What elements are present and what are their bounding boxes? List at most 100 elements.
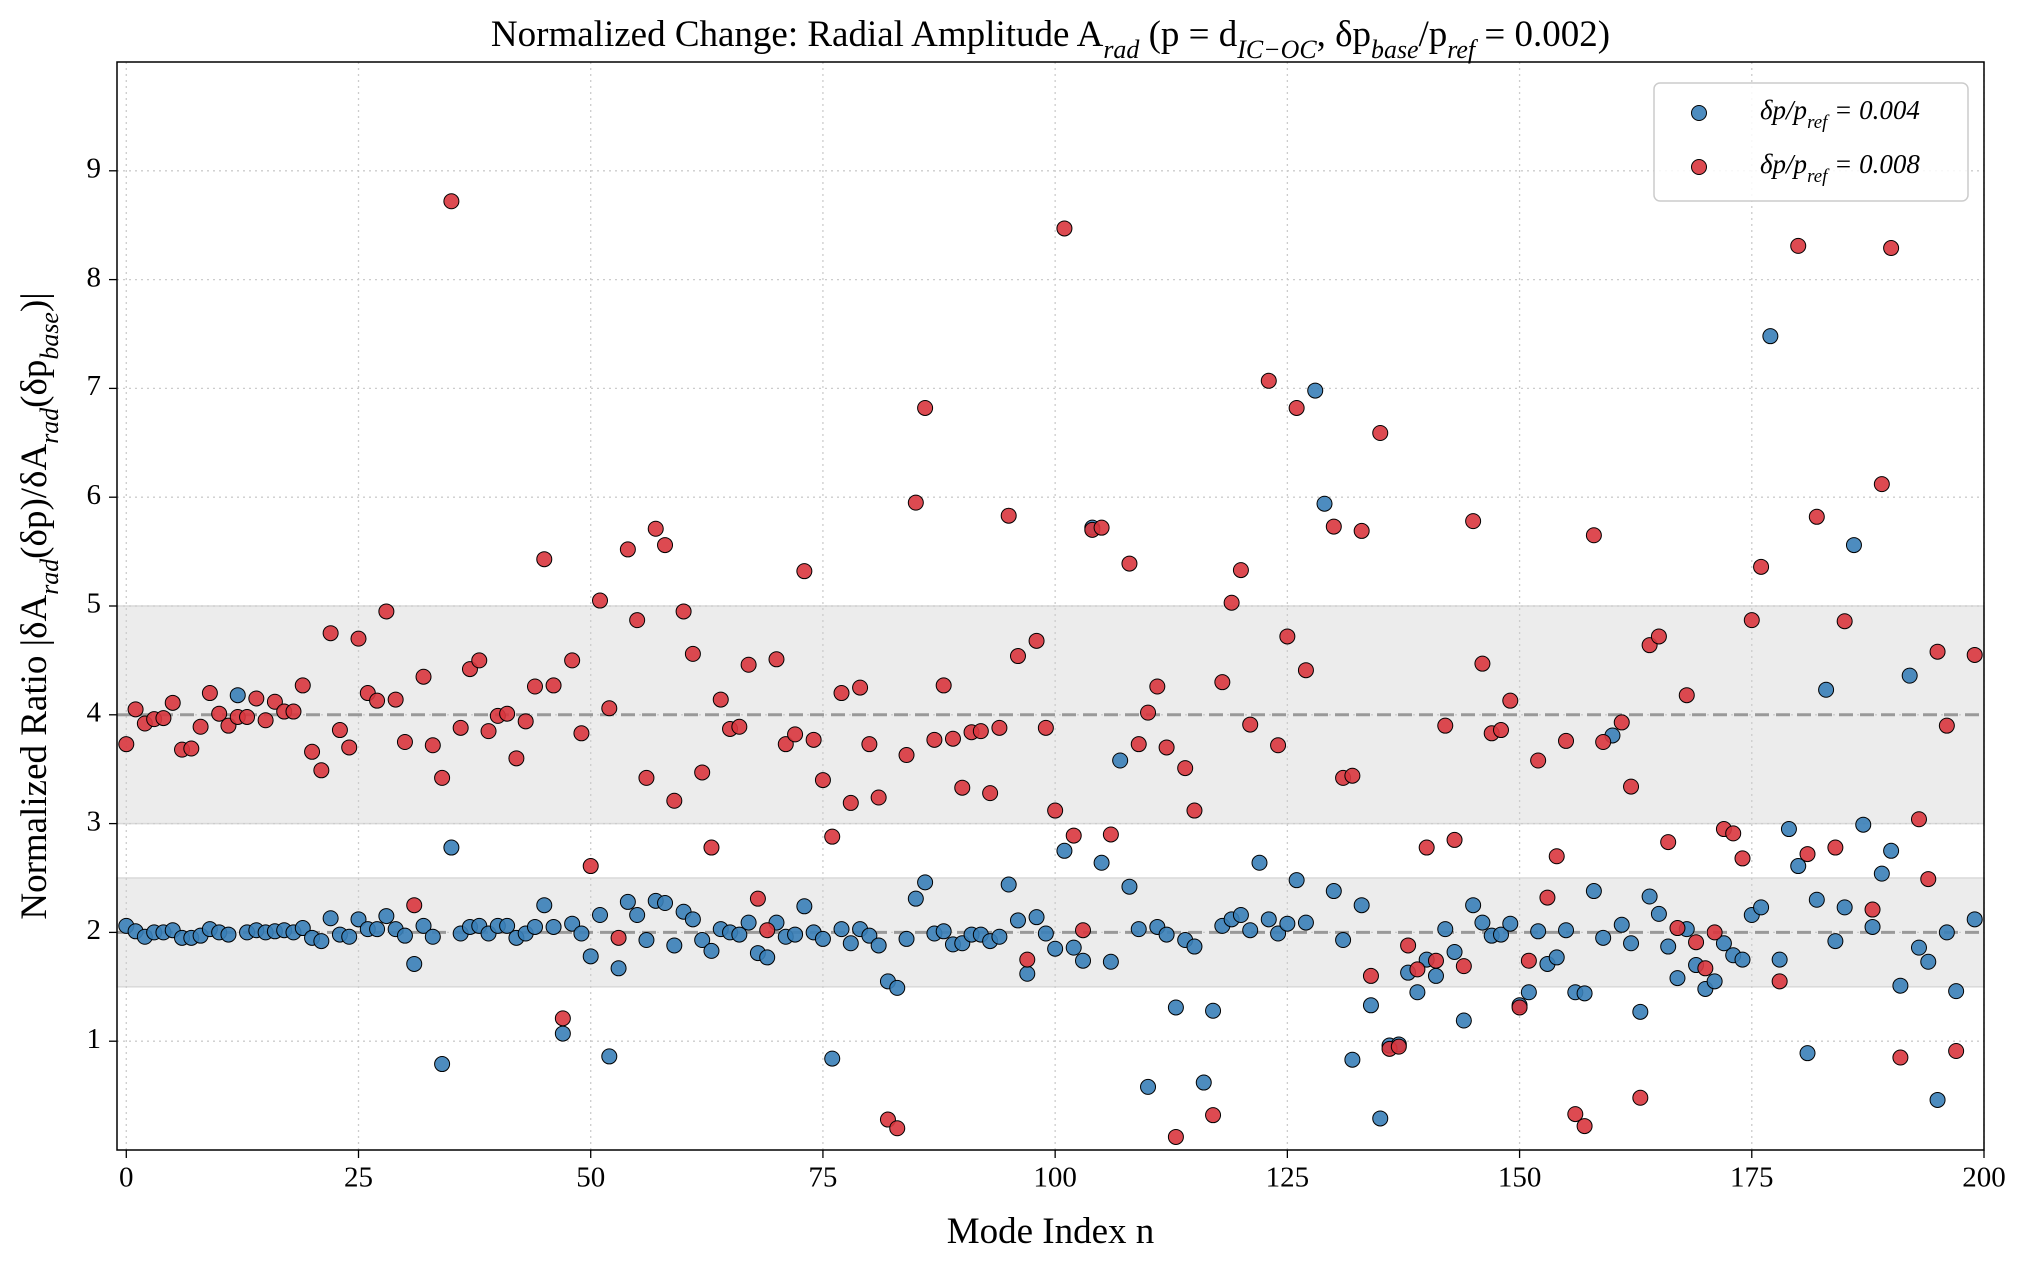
point <box>1000 876 1017 893</box>
point <box>1715 935 1732 952</box>
point <box>1167 1128 1184 1145</box>
point <box>1260 372 1277 389</box>
point <box>592 906 609 923</box>
point <box>638 769 655 786</box>
chart-title-subscript: base <box>1371 35 1418 64</box>
point <box>1288 872 1305 889</box>
point <box>1307 382 1324 399</box>
point <box>1455 958 1472 975</box>
point <box>471 652 488 669</box>
point <box>1372 1110 1389 1127</box>
point <box>396 734 413 750</box>
point <box>601 1048 618 1065</box>
point <box>1446 943 1463 960</box>
point <box>1558 922 1575 939</box>
point <box>1929 643 1946 660</box>
point <box>378 603 395 620</box>
point <box>1948 1042 1965 1059</box>
point <box>759 949 776 966</box>
point <box>1762 328 1779 345</box>
point <box>294 677 311 694</box>
point <box>573 725 590 742</box>
point <box>1855 816 1872 833</box>
chart-title-part: , δp <box>1317 14 1371 55</box>
point <box>554 1010 571 1027</box>
point <box>1623 778 1640 795</box>
point <box>582 858 599 875</box>
point <box>1753 899 1770 916</box>
point <box>657 537 674 554</box>
point <box>1790 237 1807 254</box>
point <box>285 703 302 720</box>
point <box>991 928 1008 945</box>
point <box>1353 522 1370 539</box>
chart-title-part: /p <box>1419 14 1448 55</box>
point <box>406 897 423 914</box>
point <box>424 737 441 754</box>
point <box>1242 716 1259 733</box>
point <box>759 922 776 939</box>
chart-title-part: (p = d <box>1139 14 1237 55</box>
x-tick-label: 200 <box>1962 1162 2006 1194</box>
point <box>1938 924 1955 941</box>
point <box>1771 951 1788 968</box>
point <box>526 918 543 935</box>
point <box>814 930 831 947</box>
point <box>1623 935 1640 952</box>
point <box>1864 901 1881 918</box>
point <box>1520 984 1537 1001</box>
point <box>1418 839 1435 856</box>
point <box>1558 732 1575 749</box>
point <box>1260 911 1277 928</box>
point <box>870 789 887 806</box>
point <box>1474 655 1491 672</box>
point <box>1427 967 1444 984</box>
point <box>1316 495 1333 512</box>
y-tick-label: 2 <box>87 914 102 946</box>
point <box>1075 952 1092 969</box>
point <box>1632 1003 1649 1020</box>
point <box>1270 737 1287 754</box>
point <box>1910 811 1927 828</box>
point <box>917 399 934 416</box>
point <box>1808 891 1825 908</box>
point <box>415 668 432 685</box>
point <box>1595 929 1612 946</box>
point <box>1390 1038 1407 1055</box>
point <box>1511 999 1528 1016</box>
point <box>350 630 367 647</box>
point <box>852 679 869 696</box>
x-axis-label-part: Mode Index n <box>947 1211 1155 1252</box>
point <box>155 710 172 727</box>
legend-label: δp/pref = 0.004 <box>1760 95 1920 133</box>
point <box>1585 883 1602 900</box>
point <box>861 927 878 944</box>
point <box>991 719 1008 736</box>
point <box>1650 905 1667 922</box>
y-axis-label: Normalized Ratio |δArad(δp)/δArad(δpbase… <box>14 292 64 919</box>
point <box>1706 924 1723 941</box>
x-tick-label: 25 <box>344 1162 373 1194</box>
point <box>1149 678 1166 695</box>
point <box>1242 922 1259 939</box>
x-tick-label: 150 <box>1498 1162 1542 1194</box>
point <box>545 677 562 694</box>
point <box>1938 717 1955 734</box>
point <box>1492 926 1509 943</box>
chart-title: Normalized Change: Radial Amplitude Arad… <box>491 14 1610 64</box>
point <box>1427 952 1444 969</box>
point <box>1613 916 1630 933</box>
point <box>1808 508 1825 525</box>
point <box>1372 425 1389 442</box>
point <box>703 839 720 856</box>
plot-frame <box>116 61 1985 1151</box>
point <box>842 935 859 952</box>
point <box>1279 628 1296 645</box>
point <box>480 723 497 740</box>
point <box>1465 897 1482 914</box>
point <box>1669 920 1686 937</box>
chart-title-part: Normalized Change: Radial Amplitude A <box>491 14 1104 55</box>
point <box>1836 899 1853 916</box>
point <box>1539 889 1556 906</box>
y-axis-label-part: )| <box>14 292 55 312</box>
